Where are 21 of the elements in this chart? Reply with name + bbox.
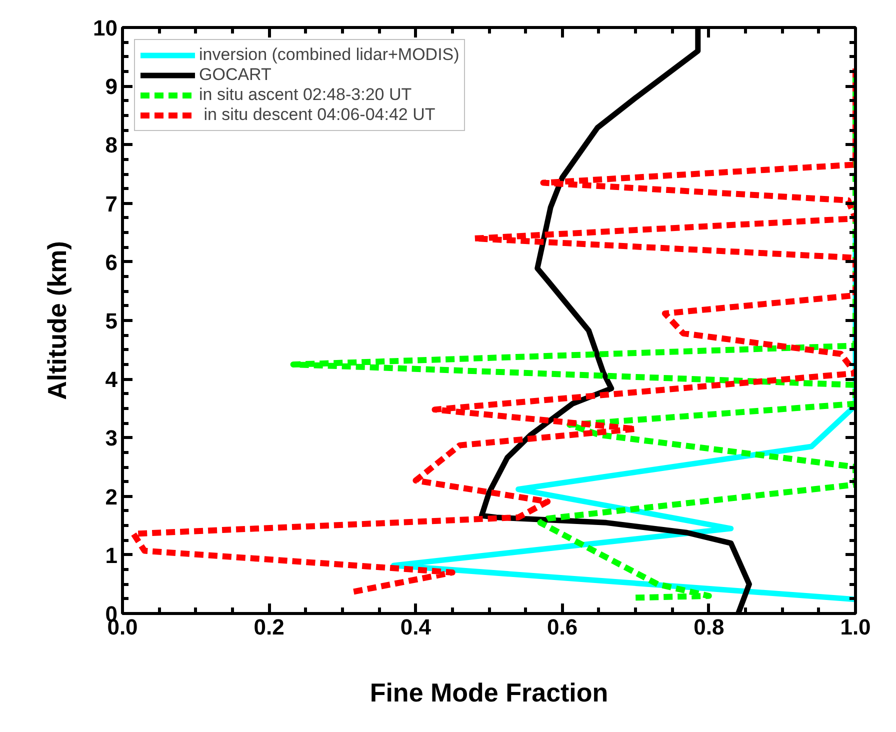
legend-label: in situ ascent 02:48-3:20 UT xyxy=(199,85,412,105)
y-axis-title: Altitude (km) xyxy=(42,241,72,400)
x-tick-label: 0.2 xyxy=(254,614,284,640)
y-tick-label: 10 xyxy=(93,16,118,40)
y-tick-label: 9 xyxy=(105,74,118,100)
legend-label: GOCART xyxy=(199,65,272,85)
y-tick-label: 6 xyxy=(105,250,118,275)
x-tick-label: 0.8 xyxy=(694,614,724,640)
legend-label: in situ descent 04:06-04:42 UT xyxy=(202,105,436,125)
y-tick-label: 8 xyxy=(105,132,118,158)
y-tick-label: 7 xyxy=(105,191,118,216)
y-tick-label: 5 xyxy=(105,308,118,334)
y-tick-label: 1 xyxy=(105,542,118,568)
x-tick-label: 0.6 xyxy=(547,614,578,640)
x-tick-label: 0.4 xyxy=(400,614,432,640)
legend-label: inversion (combined lidar+MODIS) xyxy=(199,45,460,65)
x-tick-label: 1.0 xyxy=(840,614,871,640)
x-axis-title: Fine Mode Fraction xyxy=(370,678,608,708)
y-tick-label: 4 xyxy=(105,367,118,392)
y-tick-label: 2 xyxy=(105,484,118,510)
y-tick-label: 3 xyxy=(105,426,118,451)
